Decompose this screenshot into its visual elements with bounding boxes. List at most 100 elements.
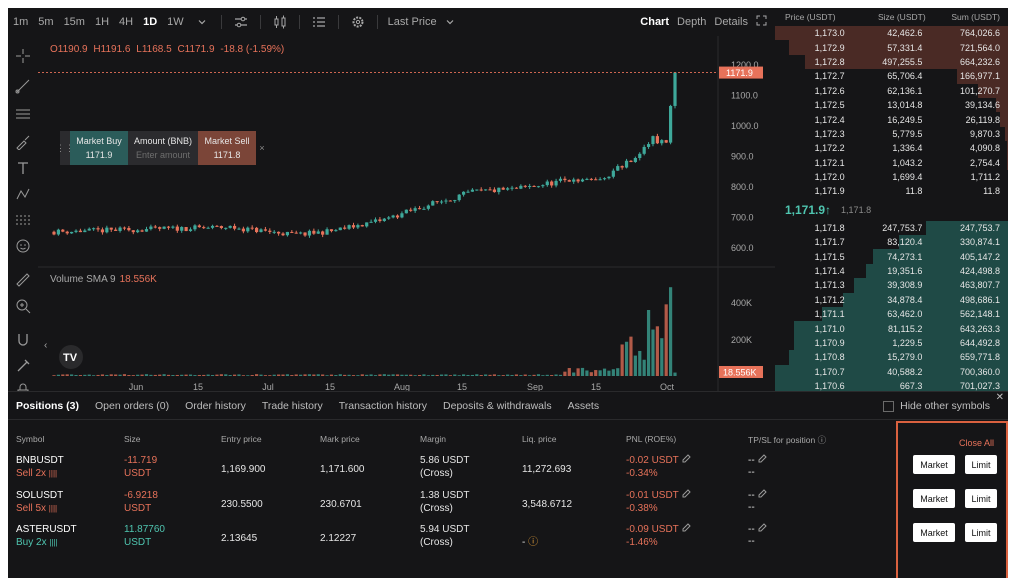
- ask-row[interactable]: 1,172.8 497,255.5 664,232.6: [775, 54, 1008, 70]
- pattern-icon[interactable]: [13, 184, 33, 204]
- brush-icon[interactable]: [13, 132, 33, 152]
- tab-depth[interactable]: Depth: [677, 16, 707, 28]
- info-icon[interactable]: ⓘ: [528, 537, 539, 548]
- close-market-button[interactable]: Market: [913, 455, 955, 474]
- timeframe-15m[interactable]: 15m: [63, 16, 85, 28]
- tab-chart[interactable]: Chart: [640, 16, 670, 28]
- tab-transaction-history[interactable]: Transaction history: [338, 399, 428, 412]
- bid-row[interactable]: 1,171.2 34,878.4 498,686.1: [775, 292, 1008, 308]
- volume-bar: [365, 374, 369, 376]
- close-market-button[interactable]: Market: [913, 523, 955, 542]
- indicator-settings-icon[interactable]: [232, 13, 250, 31]
- amount-input[interactable]: Enter amount: [135, 150, 191, 160]
- ask-row[interactable]: 1,172.6 62,136.1 101,270.7: [775, 83, 1008, 98]
- bid-row[interactable]: 1,171.0 81,115.2 643,263.3: [775, 321, 1008, 336]
- bid-row[interactable]: 1,171.3 39,308.9 463,807.7: [775, 278, 1008, 293]
- ask-row[interactable]: 1,172.4 16,249.5 26,119.8: [775, 112, 1008, 127]
- bid-row[interactable]: 1,171.4 19,351.6 424,498.8: [775, 263, 1008, 279]
- tab-order-history[interactable]: Order history: [185, 399, 246, 412]
- bid-price: 1,171.0: [814, 323, 845, 334]
- lock-drawing-icon[interactable]: [13, 356, 33, 376]
- ask-row[interactable]: 1,172.7 65,706.4 166,977.1: [775, 69, 1008, 84]
- volume-bar: [413, 375, 417, 376]
- candle-body: [215, 225, 219, 227]
- tab-details[interactable]: Details: [714, 16, 748, 28]
- chevron-down-icon[interactable]: [193, 13, 211, 31]
- hide-other-symbols-toggle[interactable]: Hide other symbols: [883, 400, 990, 412]
- volume-indicator-label[interactable]: Volume SMA 9 18.556K: [50, 274, 157, 285]
- bid-row[interactable]: 1,170.9 1,229.5 644,492.8: [775, 335, 1008, 351]
- text-icon[interactable]: [13, 158, 33, 178]
- ask-row[interactable]: 1,172.5 13,014.8 39,134.6: [775, 97, 1008, 113]
- timeframe-1h[interactable]: 1H: [94, 16, 110, 28]
- bid-row[interactable]: 1,171.1 63,462.0 562,148.1: [775, 307, 1008, 322]
- ask-row[interactable]: 1,173.0 42,462.6 764,026.6: [775, 26, 1008, 41]
- tab-positions[interactable]: Positions (3): [16, 399, 80, 412]
- crosshair-icon[interactable]: [13, 46, 33, 66]
- ask-row[interactable]: 1,171.9 11.8 11.8: [775, 184, 1008, 198]
- volume-bar: [52, 375, 56, 376]
- amount-field[interactable]: Amount (BNB) Enter amount: [128, 131, 198, 165]
- magnet-icon[interactable]: [13, 330, 33, 350]
- candle-type-icon[interactable]: [271, 13, 289, 31]
- drag-handle-icon[interactable]: ⋮⋮: [56, 131, 74, 165]
- market-buy-button[interactable]: Market Buy 1171.9: [70, 131, 128, 165]
- share-icon[interactable]: [682, 454, 691, 467]
- collapse-arrow-icon[interactable]: ‹: [44, 340, 47, 351]
- indicators-list-icon[interactable]: [310, 13, 328, 31]
- tab-deposits-withdrawals[interactable]: Deposits & withdrawals: [443, 399, 552, 412]
- close-market-button[interactable]: Market: [913, 489, 955, 508]
- position-symbol[interactable]: ASTERUSDT Buy 2x ||||: [16, 523, 77, 549]
- ask-row[interactable]: 1,172.1 1,043.2 2,754.4: [775, 155, 1008, 170]
- price-chart[interactable]: 1200.0 1100.0 1000.0 900.0 800.0 700.0 600.0 40…: [38, 36, 775, 392]
- close-all-button[interactable]: Close All: [958, 438, 994, 448]
- bid-row[interactable]: 1,170.8 15,279.0 659,771.8: [775, 350, 1008, 365]
- info-icon[interactable]: ⓘ: [817, 435, 827, 445]
- zoom-in-icon[interactable]: [13, 296, 33, 316]
- tab-trade-history[interactable]: Trade history: [261, 399, 323, 412]
- bid-size: 15,279.0: [887, 352, 923, 363]
- timeframe-4h[interactable]: 4H: [119, 16, 134, 28]
- fullscreen-icon[interactable]: [756, 15, 767, 29]
- timeframe-1w[interactable]: 1W: [167, 16, 184, 28]
- edit-icon[interactable]: [758, 489, 767, 502]
- measure-icon[interactable]: [13, 210, 33, 230]
- edit-icon[interactable]: [758, 454, 767, 467]
- candle-body: [197, 225, 201, 228]
- share-icon[interactable]: [682, 523, 691, 536]
- timeframe-5m[interactable]: 5m: [38, 16, 54, 28]
- bid-row[interactable]: 1,170.6 667.3 701,027.3: [775, 378, 1008, 391]
- bid-row[interactable]: 1,171.7 83,120.4 330,874.1: [775, 235, 1008, 250]
- close-icon[interactable]: ✕: [995, 392, 1004, 403]
- emoji-icon[interactable]: [13, 236, 33, 256]
- hide-other-checkbox[interactable]: [883, 400, 895, 412]
- bid-row[interactable]: 1,170.7 40,588.2 700,360.0: [775, 364, 1008, 379]
- chevron-down-icon[interactable]: [441, 13, 459, 31]
- position-symbol[interactable]: BNBUSDT Sell 2x ||||: [16, 454, 64, 480]
- candlestick-chart-canvas[interactable]: 1200.0 1100.0 1000.0 900.0 800.0 700.0 600.0 40…: [38, 36, 775, 392]
- close-limit-button[interactable]: Limit: [965, 455, 997, 474]
- market-sell-button[interactable]: Market Sell 1171.8: [198, 131, 256, 165]
- ask-row[interactable]: 1,172.0 1,699.4 1,711.2: [775, 169, 1008, 185]
- ask-row[interactable]: 1,172.3 5,779.5 9,870.3: [775, 126, 1008, 142]
- position-symbol[interactable]: SOLUSDT Sell 5x ||||: [16, 489, 63, 515]
- bid-row[interactable]: 1,171.5 74,273.1 405,147.2: [775, 249, 1008, 264]
- ruler-icon[interactable]: [13, 270, 33, 290]
- price-type-select[interactable]: Last Price: [387, 16, 437, 28]
- share-icon[interactable]: [682, 489, 691, 502]
- edit-icon[interactable]: [758, 523, 767, 536]
- trendline-icon[interactable]: [13, 76, 33, 96]
- close-limit-button[interactable]: Limit: [965, 489, 997, 508]
- close-limit-button[interactable]: Limit: [965, 523, 997, 542]
- tab-open-orders[interactable]: Open orders (0): [95, 399, 170, 412]
- ask-row[interactable]: 1,172.9 57,331.4 721,564.0: [775, 40, 1008, 55]
- timeframe-1m[interactable]: 1m: [13, 16, 29, 28]
- horizontal-lines-icon[interactable]: [13, 104, 33, 124]
- bid-sum: 643,263.3: [959, 323, 1001, 334]
- ask-row[interactable]: 1,172.2 1,336.4 4,090.8: [775, 141, 1008, 156]
- gear-icon[interactable]: [349, 13, 367, 31]
- timeframe-1d[interactable]: 1D: [143, 16, 158, 28]
- tab-assets[interactable]: Assets: [567, 399, 600, 412]
- bid-row[interactable]: 1,171.8 247,753.7 247,753.7: [775, 220, 1008, 236]
- close-icon[interactable]: ×: [259, 143, 265, 153]
